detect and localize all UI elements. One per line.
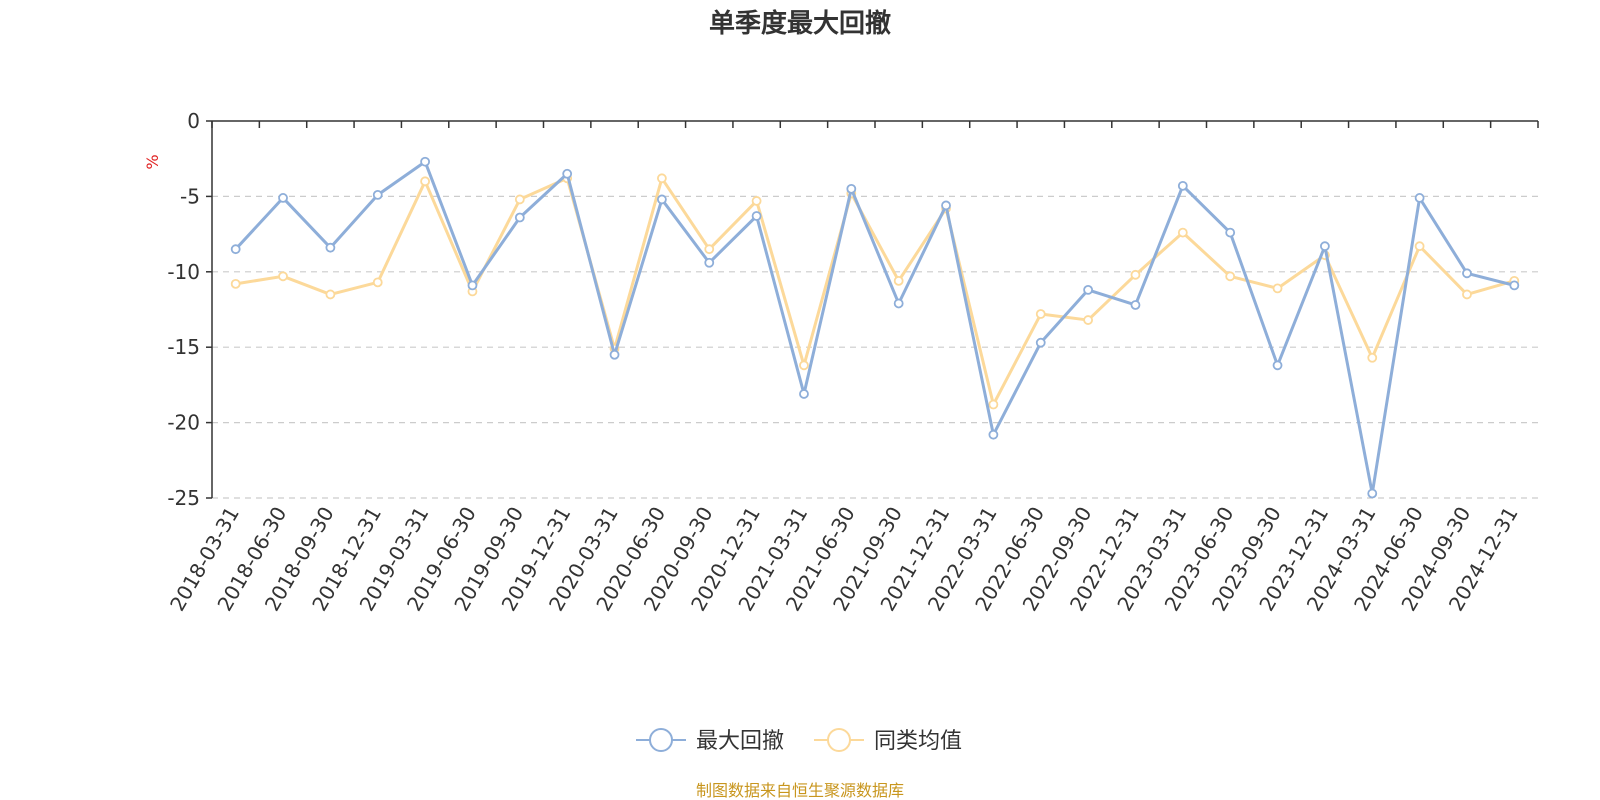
series-1-point-6[interactable]: [514, 194, 525, 205]
series-0-point-24[interactable]: [1367, 488, 1378, 499]
legend-swatch-marker-0: [649, 728, 673, 752]
series-1-point-9[interactable]: [656, 173, 667, 184]
series-1-point-17[interactable]: [1035, 309, 1046, 319]
series-1-point-21[interactable]: [1225, 271, 1236, 282]
series-0-point-25[interactable]: [1414, 193, 1425, 203]
chart-title: 单季度最大回撤: [709, 8, 891, 39]
series-1-point-18[interactable]: [1083, 315, 1094, 325]
series-0-line: [234, 160, 1515, 495]
series-0-point-27[interactable]: [1509, 280, 1520, 291]
series-1-point-14[interactable]: [893, 275, 904, 286]
series-0-point-17[interactable]: [1035, 337, 1046, 348]
series-0-point-3[interactable]: [372, 189, 383, 200]
series-0-point-20[interactable]: [1177, 180, 1188, 191]
series-0-point-6[interactable]: [514, 212, 525, 223]
series-0: [230, 156, 1520, 499]
legend-item-1[interactable]: 同类均值: [814, 728, 962, 754]
series-0-point-8[interactable]: [609, 349, 620, 360]
grid-lines: [212, 195, 1538, 499]
series-0-point-10[interactable]: [704, 257, 715, 268]
legend-label-0: 最大回撤: [696, 729, 784, 754]
series-0-point-7[interactable]: [562, 168, 573, 179]
series-1-point-26[interactable]: [1462, 289, 1472, 300]
series-1-point-0[interactable]: [230, 278, 241, 289]
series-1-point-12[interactable]: [799, 360, 809, 371]
series-1-point-22[interactable]: [1272, 283, 1283, 294]
data-source-note: 制图数据来自恒生聚源数据库: [696, 781, 904, 800]
series-0-point-13[interactable]: [846, 183, 857, 194]
series-0-point-23[interactable]: [1319, 241, 1330, 252]
series-1-point-10[interactable]: [704, 244, 715, 255]
series-0-point-18[interactable]: [1083, 284, 1094, 295]
series-1-point-20[interactable]: [1177, 227, 1188, 238]
series-0-point-22[interactable]: [1272, 360, 1283, 371]
series-0-point-14[interactable]: [893, 298, 904, 309]
y-tick-labels: 0 -5 -10 -15 -20 -25: [167, 109, 200, 510]
series-0-point-12[interactable]: [799, 389, 809, 399]
y-tick-label-4: -20: [167, 411, 200, 435]
series-0-point-15[interactable]: [941, 200, 951, 211]
series-0-point-0[interactable]: [230, 244, 241, 255]
axes: [206, 120, 1539, 499]
series-1-line: [235, 176, 1515, 407]
series-0-point-4[interactable]: [420, 156, 431, 167]
series-0-point-26[interactable]: [1462, 268, 1472, 279]
legend-swatch-marker-1: [827, 728, 851, 752]
legend-item-0[interactable]: 最大回撤: [636, 728, 784, 754]
x-tick-labels: 2018-03-312018-06-302018-09-302018-12-31…: [165, 502, 1523, 615]
series-1-point-2[interactable]: [325, 289, 336, 300]
series-1-point-16[interactable]: [988, 399, 999, 410]
series-1: [230, 173, 1520, 410]
series-1-point-4[interactable]: [420, 176, 431, 187]
series-1-point-11[interactable]: [751, 196, 762, 206]
y-tick-label-3: -15: [167, 335, 200, 359]
series-0-point-21[interactable]: [1225, 227, 1236, 238]
y-tick-label-0: 0: [187, 109, 200, 133]
series-1-point-3[interactable]: [372, 277, 383, 288]
series-0-point-1[interactable]: [278, 193, 288, 203]
series-1-point-1[interactable]: [278, 271, 288, 282]
y-tick-label-2: -10: [167, 260, 200, 284]
legend[interactable]: 最大回撤 同类均值: [636, 728, 962, 754]
y-axis-unit: %: [143, 154, 162, 169]
series-0-point-9[interactable]: [656, 194, 667, 205]
series-1-point-19[interactable]: [1130, 269, 1141, 280]
y-tick-label-5: -25: [167, 486, 200, 510]
series-1-point-24[interactable]: [1367, 352, 1378, 363]
series-1-point-25[interactable]: [1414, 241, 1425, 252]
series-0-point-5[interactable]: [467, 280, 478, 291]
legend-label-1: 同类均值: [874, 729, 962, 754]
series-lines: [230, 156, 1520, 499]
series-0-point-16[interactable]: [988, 429, 999, 440]
series-0-point-19[interactable]: [1130, 300, 1141, 310]
series-0-point-2[interactable]: [325, 242, 336, 253]
series-0-point-11[interactable]: [751, 211, 762, 221]
y-tick-label-1: -5: [180, 184, 200, 208]
